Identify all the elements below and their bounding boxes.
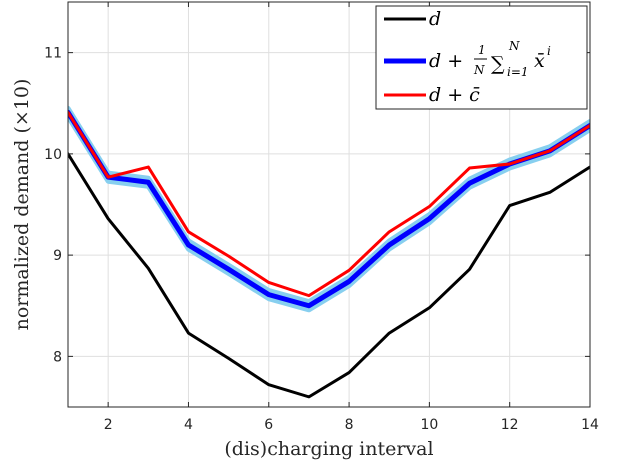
y-tick-label: 10 [44, 147, 62, 163]
svg-text:x̄: x̄ [534, 50, 545, 72]
series-line-cbar [68, 110, 590, 298]
svg-text:∑: ∑ [491, 53, 505, 75]
series-line-avg [68, 109, 590, 309]
variance-band [68, 105, 590, 313]
svg-text:i=1: i=1 [507, 65, 529, 79]
y-tick-label: 11 [44, 46, 62, 62]
svg-text:N: N [473, 63, 485, 77]
legend-entry-d: d [429, 8, 441, 30]
legend: d d + 1 N ∑ N i=1 x̄ i d + c̄ [375, 5, 588, 110]
ticks: 2 4 6 8 10 12 14 8 9 10 11 [44, 2, 599, 433]
svg-text:N: N [508, 39, 520, 53]
x-tick-label: 4 [184, 417, 193, 433]
svg-text:i: i [547, 44, 551, 58]
y-tick-label: 9 [53, 248, 62, 264]
series-lines [68, 109, 590, 399]
svg-text:1: 1 [478, 43, 486, 57]
x-tick-label: 12 [501, 417, 519, 433]
x-tick-label: 14 [581, 417, 599, 433]
series-line-d [68, 152, 590, 399]
y-axis-label: normalized demand (×10) [11, 79, 33, 331]
legend-entry-avg: d + 1 N ∑ N i=1 x̄ i [429, 39, 551, 79]
plot-frame [67, 1, 591, 408]
variance-band-area [68, 105, 590, 313]
x-tick-label: 6 [264, 417, 273, 433]
svg-text:d +: d + [429, 50, 463, 72]
legend-box [375, 5, 588, 110]
x-tick-label: 10 [420, 417, 438, 433]
x-tick-label: 8 [345, 417, 354, 433]
x-axis-label: (dis)charging interval [224, 438, 433, 460]
x-tick-label: 2 [104, 417, 113, 433]
legend-entry-cbar: d + c̄ [429, 84, 480, 106]
y-tick-label: 8 [53, 349, 62, 365]
